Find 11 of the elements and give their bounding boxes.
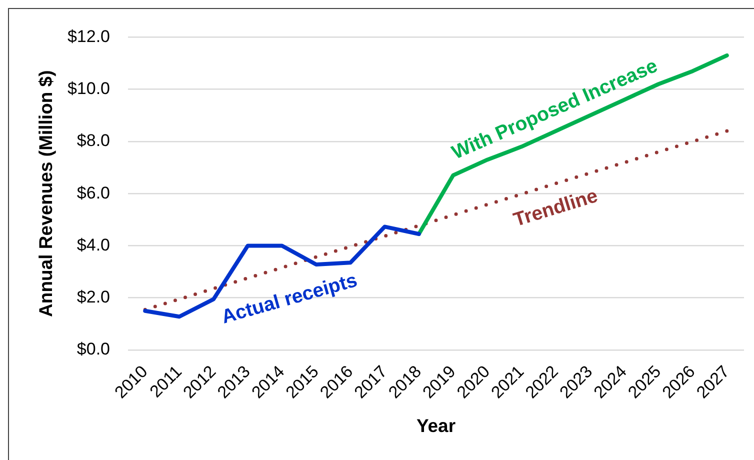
y-tick-label: $6.0 <box>76 183 110 202</box>
y-tick-label: $12.0 <box>67 26 110 46</box>
y-tick-label: $10.0 <box>67 79 110 98</box>
text: Trendline <box>511 184 601 232</box>
text: Actual receipts <box>219 269 360 328</box>
y-tick-label: $4.0 <box>76 235 110 254</box>
y-tick-label: $2.0 <box>76 288 110 307</box>
y-axis-title: Annual Revenues (Million $) <box>35 70 56 317</box>
y-tick-label: $8.0 <box>76 131 110 150</box>
y-tick-label: $0.0 <box>76 340 110 359</box>
x-axis-title: Year <box>416 414 456 436</box>
